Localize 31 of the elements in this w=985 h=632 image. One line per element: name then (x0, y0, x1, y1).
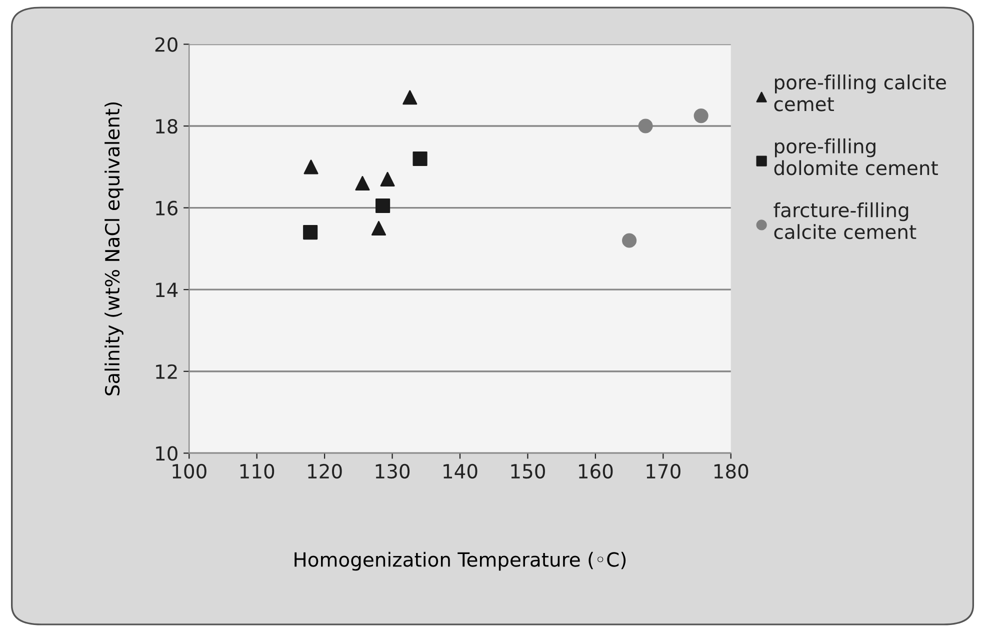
point (638, 118, 653, 134)
legend-label: farcture-filling calcite cement (774, 202, 916, 240)
x-tick-label: 110 (240, 464, 274, 479)
x-tick-label: 140 (444, 464, 478, 479)
x-tick-label: 160 (579, 464, 613, 479)
y-tick-label: 16 (156, 200, 178, 216)
x-tick-label: 100 (172, 464, 206, 479)
point (402, 90, 418, 105)
y-tick-label: 10 (156, 446, 178, 461)
point (304, 160, 318, 174)
legend-label: pore-filling calcite cemet (774, 74, 946, 112)
y-tick-label: 12 (156, 364, 177, 379)
y-tick-label: 20 (155, 37, 178, 52)
point (380, 172, 395, 186)
x-tick-label: 120 (308, 464, 342, 479)
x-axis-title: Homogenization Temperature (◦C) (294, 552, 626, 571)
y-tick-label: 18 (156, 118, 178, 134)
x-tick-label: 180 (714, 464, 748, 479)
point (412, 151, 428, 166)
point (303, 225, 318, 240)
y-tick-label: 14 (156, 282, 178, 297)
point (622, 233, 637, 248)
point (694, 108, 708, 124)
y-axis-title: Salinity (wt% NaCl equivalent) (104, 102, 124, 396)
x-tick-label: 130 (376, 464, 410, 479)
legend-label: pore-filling dolomite cement (774, 138, 938, 176)
x-tick-label: 150 (511, 464, 545, 479)
point (376, 198, 390, 214)
point (371, 220, 386, 236)
x-tick-label: 170 (646, 464, 680, 479)
point (355, 176, 370, 191)
